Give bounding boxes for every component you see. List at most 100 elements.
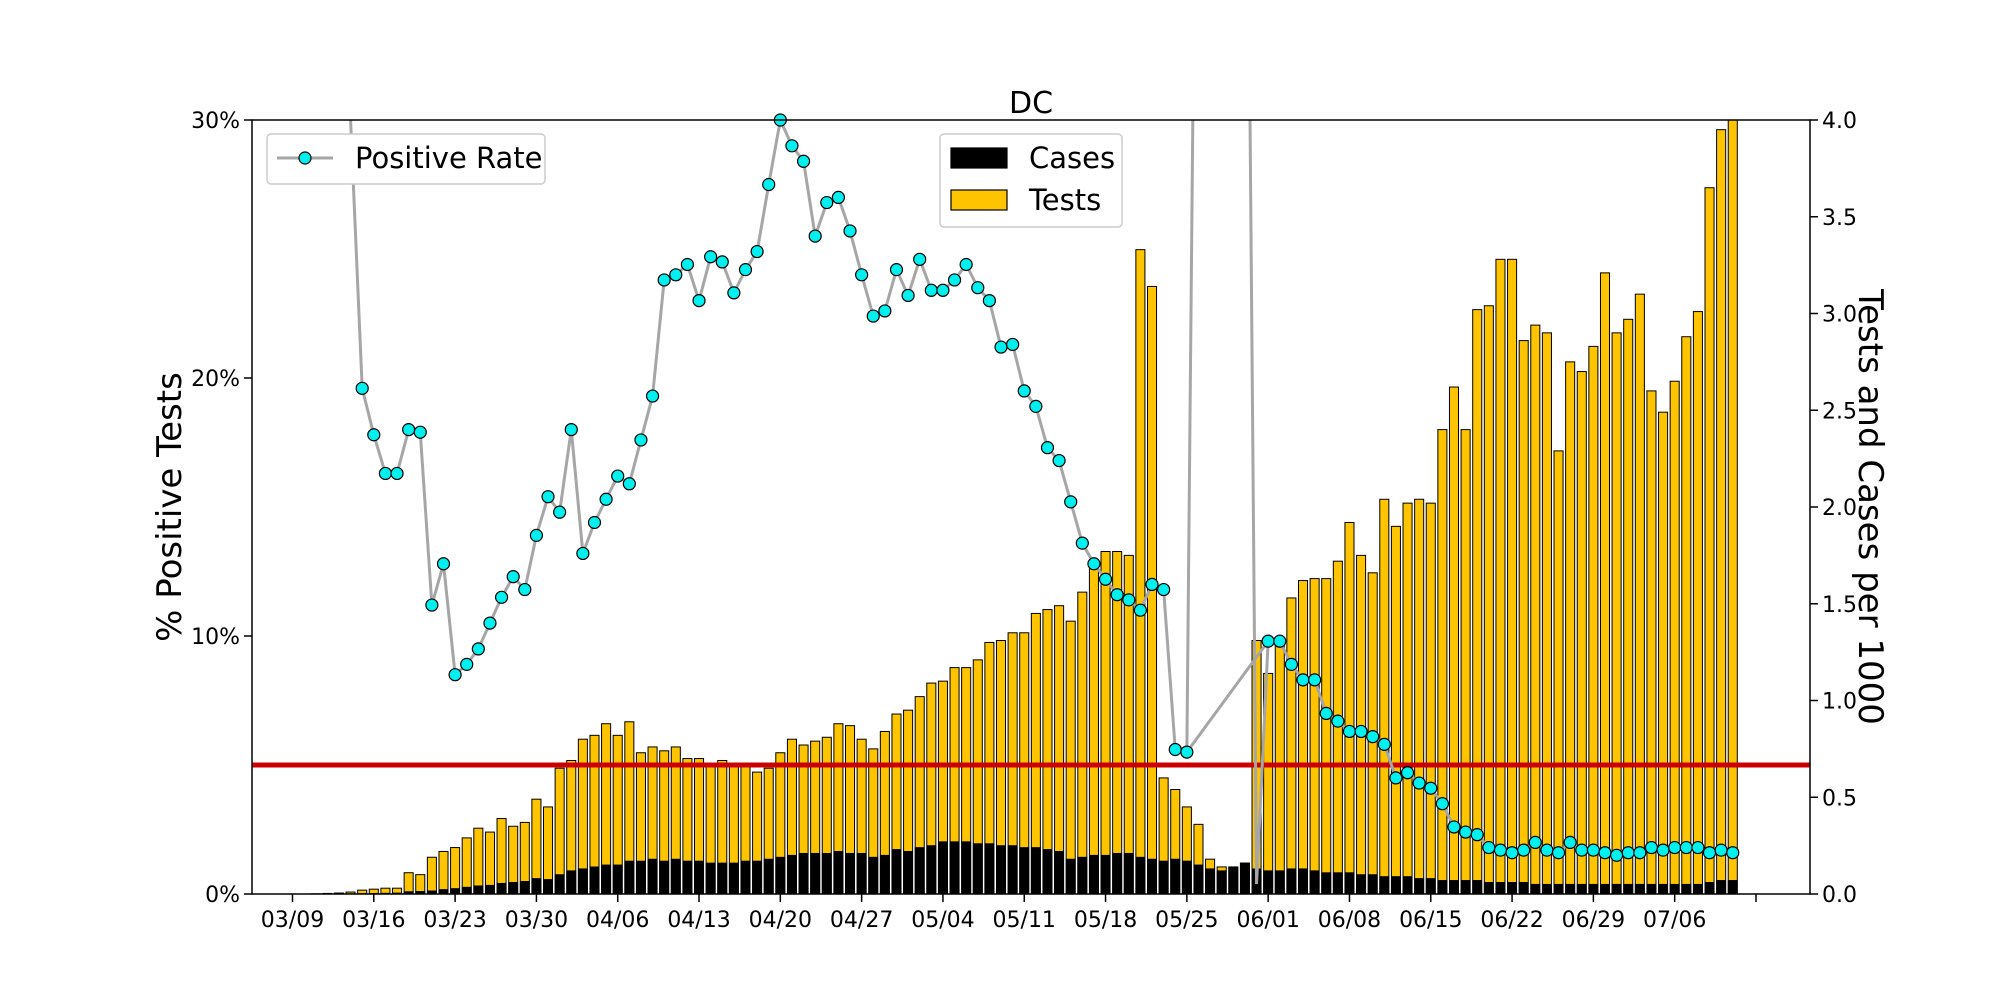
positive-rate-point xyxy=(1110,588,1124,602)
positive-rate-point xyxy=(831,190,846,204)
tests-bar xyxy=(1297,580,1309,895)
cases-bar xyxy=(926,845,937,895)
y-tick-label-right: 2.5 xyxy=(1822,399,1857,424)
cases-bar xyxy=(1541,883,1552,895)
positive-rate-point xyxy=(1377,737,1391,751)
x-tick-label: 03/09 xyxy=(261,908,324,933)
cases-bar xyxy=(914,847,925,895)
cases-bar xyxy=(659,860,670,895)
positive-rate-point xyxy=(645,389,660,403)
cases-bar xyxy=(1565,883,1576,895)
cases-bar xyxy=(1135,856,1146,895)
positive-rate-point xyxy=(1052,453,1066,468)
cases-bar xyxy=(670,858,681,895)
positive-rate-point xyxy=(1470,828,1484,842)
y-tick-label-left: 0% xyxy=(205,883,240,908)
cases-bar xyxy=(1576,883,1587,895)
cases-bar xyxy=(1321,872,1332,895)
cases-bar xyxy=(728,862,739,895)
positive-rate-point xyxy=(1563,835,1577,850)
tests-bar xyxy=(1495,258,1506,895)
positive-rate-point xyxy=(1319,706,1333,721)
positive-rate-point xyxy=(750,244,764,259)
legend-label-positive-rate: Positive Rate xyxy=(355,141,543,175)
cases-bar xyxy=(1065,858,1076,895)
y-tick-label-left: 20% xyxy=(191,367,240,392)
cases-bar xyxy=(1704,881,1715,895)
positive-rate-point xyxy=(855,268,869,282)
cases-bar xyxy=(1495,881,1506,895)
positive-rate-point xyxy=(1493,843,1508,857)
positive-rate-point xyxy=(901,288,915,303)
cases-bar xyxy=(1019,847,1030,895)
tests-bar xyxy=(1611,332,1622,895)
y-axis-right: 0.0 0.5 1.0 1.5 2.0 2.5 3.0 3.5 4.0 xyxy=(1810,109,1857,908)
positive-rate-point xyxy=(1551,846,1566,860)
y-tick-label-right: 0.0 xyxy=(1822,883,1857,908)
tests-bar xyxy=(1379,498,1390,895)
positive-rate-point xyxy=(367,428,381,442)
positive-rate-point xyxy=(796,154,811,168)
y-tick-label-right: 1.0 xyxy=(1822,690,1857,715)
y-axis-label-right: Tests and Cases per 1000 xyxy=(1850,288,1890,725)
cases-bar xyxy=(1123,852,1134,895)
y-tick-label-right: 0.5 xyxy=(1822,786,1857,811)
tests-bar xyxy=(1077,591,1088,895)
cases-bar xyxy=(949,841,960,895)
tests-bar xyxy=(473,827,484,895)
x-tick-label: 03/23 xyxy=(423,908,486,933)
tests-bar xyxy=(1716,129,1727,895)
positive-rate-point xyxy=(1168,742,1182,757)
x-tick-label: 06/08 xyxy=(1318,908,1381,933)
x-tick-label: 05/25 xyxy=(1155,908,1218,933)
positive-rate-point xyxy=(889,263,904,277)
cases-bar xyxy=(1286,868,1297,895)
positive-rate-point xyxy=(1656,843,1670,857)
positive-rate-point xyxy=(657,273,671,287)
positive-rate-point xyxy=(611,469,625,483)
legend-positive-rate: Positive Rate xyxy=(266,133,546,185)
tests-bar xyxy=(1681,336,1692,895)
cases-bar xyxy=(1530,883,1541,895)
cases-bar xyxy=(1240,862,1250,895)
cases-bar xyxy=(984,843,995,895)
cases-bar xyxy=(1681,883,1692,895)
tests-bar xyxy=(1692,311,1703,895)
tests-bar xyxy=(461,837,472,895)
cases-bar xyxy=(1356,874,1367,895)
cases-bar xyxy=(1077,856,1088,895)
x-tick-label: 04/06 xyxy=(586,908,649,933)
cases-bar xyxy=(508,881,519,895)
positive-rate-point xyxy=(704,250,718,264)
cases-bar xyxy=(868,856,879,895)
tests-bar xyxy=(1286,597,1297,895)
tests-bar xyxy=(1483,305,1494,895)
tests-bar xyxy=(496,818,507,895)
cases-bar xyxy=(810,852,821,895)
positive-rate-point xyxy=(1435,797,1449,811)
positive-rate-point xyxy=(1482,840,1496,855)
cases-bar xyxy=(961,841,972,895)
chart-title: DC xyxy=(1009,86,1053,121)
y-axis-left: 0% 10% 20% 30% xyxy=(191,109,252,908)
positive-rate-point xyxy=(1691,840,1705,855)
tests-bar xyxy=(1646,390,1657,895)
cases-bar xyxy=(1716,880,1727,895)
cases-bar xyxy=(485,884,495,895)
x-tick-label: 04/27 xyxy=(830,908,893,933)
positive-rate-point xyxy=(1389,771,1403,785)
cases-bar xyxy=(496,882,507,895)
positive-rate-point xyxy=(1261,634,1275,648)
tests-bar xyxy=(1530,324,1541,895)
cases-bar xyxy=(856,852,867,895)
cases-bar xyxy=(1379,876,1390,895)
positive-rate-point xyxy=(436,557,451,571)
positive-rate-point xyxy=(1598,846,1612,860)
tests-bar xyxy=(1634,293,1645,895)
cases-bar xyxy=(1205,868,1216,895)
cases-bar xyxy=(1553,883,1564,895)
positive-rate-point xyxy=(413,425,427,439)
positive-rate-point xyxy=(553,505,567,519)
positive-rate-point xyxy=(1412,776,1426,790)
positive-rate-point xyxy=(1400,766,1415,780)
